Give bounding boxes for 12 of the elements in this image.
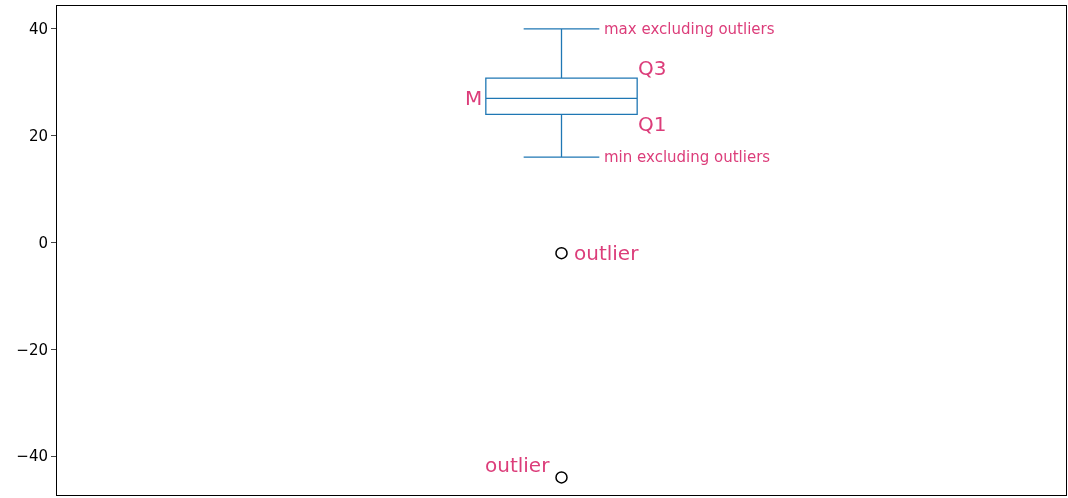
annotation: max excluding outliers (604, 20, 775, 38)
annotation: outlier (485, 453, 551, 477)
annotation: min excluding outliers (604, 148, 771, 166)
annotation: M (465, 86, 483, 110)
annotation: outlier (574, 241, 640, 265)
y-tick-label: 40 (28, 20, 48, 39)
y-tick-label: −20 (16, 340, 48, 359)
y-tick-label: 20 (28, 126, 48, 145)
y-tick-label: −40 (16, 447, 48, 466)
y-tick-label: 0 (38, 233, 48, 252)
annotation: Q3 (638, 56, 667, 80)
annotation: Q1 (638, 112, 667, 136)
